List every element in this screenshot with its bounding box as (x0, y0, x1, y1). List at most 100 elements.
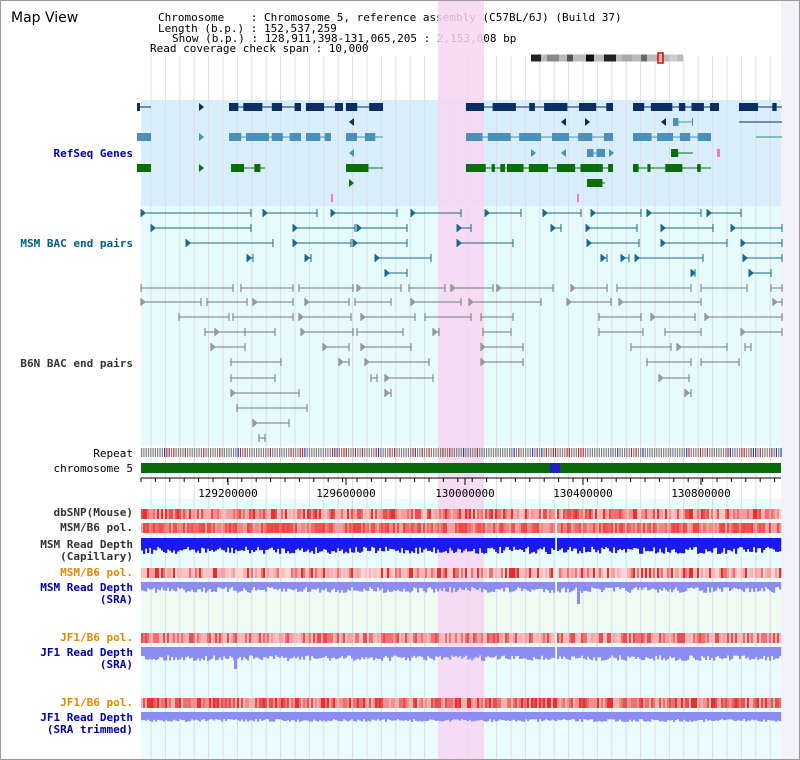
msm-pol2-cell (549, 568, 552, 578)
msm-sra-depth (217, 582, 220, 588)
refseq-gene-exon (697, 164, 701, 172)
jf1-pol-cell (517, 633, 520, 643)
dbsnp-cell (743, 509, 746, 519)
msm-sra-depth (751, 582, 754, 589)
dbsnp-cell (631, 509, 634, 519)
jf1-pol-cell (215, 633, 218, 643)
dbsnp-cell (175, 509, 178, 519)
jf1-trim-depth (633, 712, 636, 720)
msm-capillary-depth (573, 538, 576, 549)
msm-sra-depth (191, 582, 194, 590)
jf1-sra-depth (193, 647, 196, 661)
ideogram-band (622, 54, 632, 62)
jf1-sra-depth (671, 647, 674, 659)
jf1-pol2-cell (729, 698, 732, 708)
msm-capillary-depth (753, 538, 756, 548)
dbsnp-cell (737, 509, 740, 519)
jf1-trim-depth (517, 712, 520, 721)
jf1-pol-cell (687, 633, 690, 643)
jf1-sra-depth (481, 647, 484, 661)
dbsnp-cell (503, 509, 506, 519)
dbsnp-cell (301, 509, 304, 519)
msm-capillary-depth (591, 538, 594, 547)
dbsnp-cell (399, 509, 402, 519)
repeat-mark (667, 448, 669, 457)
jf1-sra-depth (275, 647, 278, 656)
jf1-trim-depth (761, 712, 764, 722)
msm-capillary-depth (235, 538, 238, 550)
jf1-trim-depth (161, 712, 164, 721)
jf1-pol-cell (245, 633, 248, 643)
jf1-pol-cell (501, 633, 504, 643)
jf1-trim-depth (419, 712, 422, 721)
ideogram-band (567, 54, 573, 62)
jf1-sra-depth (673, 647, 676, 658)
msm-pol2-cell (655, 568, 658, 578)
msm-capillary-depth (653, 538, 656, 548)
jf1-trim-depth (491, 712, 494, 722)
msm-pol2-cell (269, 568, 272, 578)
msm-sra-depth (723, 582, 726, 588)
msm-sra-depth (439, 582, 442, 589)
msm-pol-cell (639, 523, 642, 533)
msm-pol-cell (557, 523, 560, 533)
msm-capillary-depth (175, 538, 178, 554)
msm-sra-depth (225, 582, 228, 587)
msm-pol-cell (693, 523, 696, 533)
jf1-sra-depth (643, 647, 646, 661)
msm-pol2-cell (611, 568, 614, 578)
msm-pol-cell (165, 523, 168, 533)
jf1-trim-depth (323, 712, 326, 721)
repeat-mark (389, 448, 391, 457)
jf1-pol-cell (541, 633, 544, 643)
jf1-trim-depth (183, 712, 186, 721)
jf1-pol-cell (355, 633, 358, 643)
msm-sra-depth (679, 582, 682, 593)
repeat-mark (456, 448, 458, 457)
msm-capillary-depth (181, 538, 184, 551)
dbsnp-cell (689, 509, 692, 519)
jf1-trim-depth (639, 712, 642, 720)
msm-pol2-cell (275, 568, 278, 578)
jf1-pol2-cell (423, 698, 426, 708)
jf1-pol-cell (399, 633, 402, 643)
jf1-trim-depth (347, 712, 350, 722)
dbsnp-cell (671, 509, 674, 519)
dbsnp-cell (645, 509, 648, 519)
msm-sra-depth (235, 582, 238, 591)
jf1-pol-cell (545, 633, 548, 643)
msm-pol2-cell (175, 568, 178, 578)
msm-capillary-depth (673, 538, 676, 550)
dbsnp-cell (655, 509, 658, 519)
jf1-pol-cell (279, 633, 282, 643)
msm-pol2-cell (749, 568, 752, 578)
jf1-trim-depth (493, 712, 496, 720)
msm-pol2-cell (727, 568, 730, 578)
jf1-sra-depth (191, 647, 194, 658)
jf1-pol2-cell (541, 698, 544, 708)
msm-sra-depth (385, 582, 388, 593)
repeat-mark (451, 448, 453, 457)
dbsnp-cell (263, 509, 266, 519)
refseq-gene-exon (529, 103, 535, 111)
msm-capillary-depth (427, 538, 430, 551)
jf1-pol-cell (559, 633, 562, 643)
jf1-sra-depth (541, 647, 544, 656)
refseq-gene-exon (671, 149, 679, 157)
jf1-pol2-cell (601, 698, 604, 708)
jf1-sra-depth (217, 647, 220, 660)
msm-pol2-cell (661, 568, 664, 578)
jf1-sra-depth (579, 647, 582, 658)
dbsnp-cell (211, 509, 214, 519)
msm-pol-cell (741, 523, 744, 533)
dbsnp-cell (521, 509, 524, 519)
msm-capillary-depth (279, 538, 282, 554)
jf1-pol-cell (669, 633, 672, 643)
msm-pol-cell (381, 523, 384, 533)
msm-pol-cell (203, 523, 206, 533)
dbsnp-cell (297, 509, 300, 519)
msm-capillary-depth (457, 538, 460, 549)
dbsnp-cell (717, 509, 720, 519)
jf1-pol2-cell (623, 698, 626, 708)
